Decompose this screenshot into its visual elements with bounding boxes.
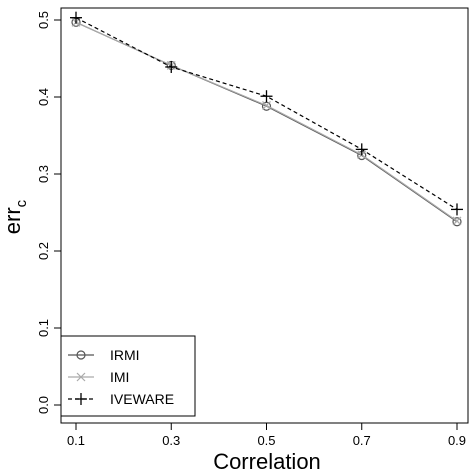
x-axis-title: Correlation — [213, 449, 321, 474]
data-point-imi — [452, 216, 462, 226]
y-tick-label: 0.4 — [36, 88, 51, 106]
y-tick-label: 0.2 — [36, 242, 51, 260]
legend-label-imi: IMI — [110, 369, 129, 385]
data-point-iveware — [451, 203, 463, 216]
y-axis-title-main: err — [0, 207, 25, 234]
legend-marker-imi — [76, 372, 86, 382]
axes: 0.1 0.3 0.5 0.7 0.9 0.0 0.1 0.2 0.3 0.4 0.5 — [36, 11, 466, 448]
data-point-imi — [262, 101, 271, 110]
series-imi — [71, 17, 462, 226]
x-tick-label: 0.1 — [67, 433, 85, 448]
legend-label-iveware: IVEWARE — [110, 391, 174, 407]
y-tick-label: 0.5 — [36, 11, 51, 29]
series-irmi — [71, 17, 462, 227]
data-point-iveware — [70, 11, 82, 24]
x-tick-label: 0.9 — [448, 433, 466, 448]
legend-box — [60, 335, 196, 417]
legend: IRMI IMI IVEWARE — [60, 335, 196, 417]
x-tick-label: 0.3 — [162, 433, 180, 448]
series-iveware — [70, 11, 463, 216]
series-layer — [70, 11, 463, 227]
y-axis-title: errc — [0, 199, 30, 234]
legend-label-irmi: IRMI — [110, 347, 140, 363]
series-line-imi — [75, 21, 458, 222]
legend-marker-irmi — [76, 350, 86, 360]
y-axis-title-subscript: c — [13, 199, 30, 207]
y-tick-label: 0.0 — [36, 396, 51, 414]
series-line-irmi — [75, 21, 458, 223]
data-point-irmi — [261, 101, 272, 111]
y-tick-label: 0.3 — [36, 165, 51, 183]
data-point-iveware — [260, 90, 273, 103]
x-tick-label: 0.7 — [353, 433, 371, 448]
legend-marker-iveware — [75, 393, 87, 405]
data-point-irmi — [452, 217, 462, 227]
x-tick-label: 0.5 — [257, 433, 275, 448]
data-point-iveware — [355, 143, 368, 156]
data-point-iveware — [165, 60, 178, 73]
y-tick-label: 0.1 — [36, 319, 51, 337]
